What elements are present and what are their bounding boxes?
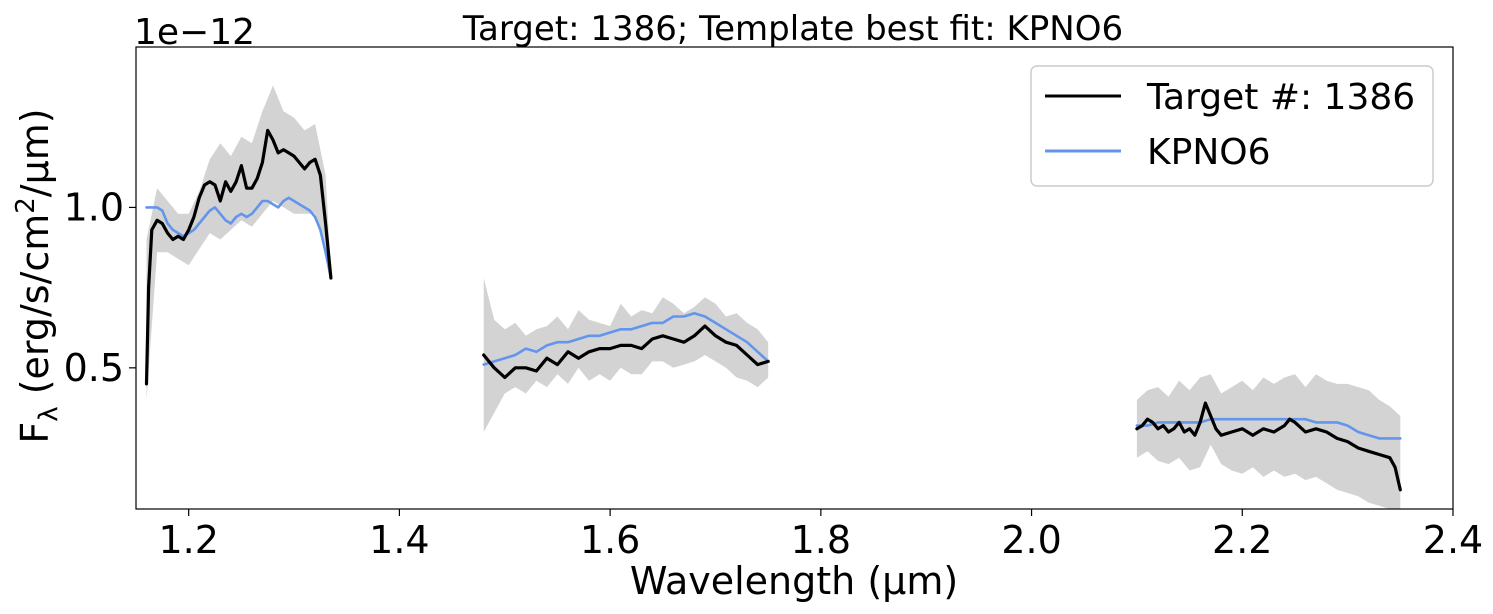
y-axis-label-end: /μm) — [13, 108, 57, 197]
x-tick-label: 2.4 — [1423, 518, 1483, 562]
x-tick-label: 1.8 — [791, 518, 851, 562]
x-tick-label: 1.2 — [158, 518, 218, 562]
series-line-layer — [144, 128, 1402, 492]
template-line-segment-1 — [482, 311, 770, 366]
y-axis-label-rest: (erg/s/cm — [13, 214, 57, 407]
target-line-segment-1 — [482, 324, 770, 380]
plot-frame — [135, 46, 1454, 510]
template-line-segment-0 — [145, 196, 333, 280]
legend-box — [1030, 65, 1434, 187]
x-tick-label: 2.0 — [1001, 518, 1061, 562]
target-line-segment-2 — [1135, 401, 1402, 492]
tick-layer: 1.2 1.4 1.6 1.8 2.0 2.2 2.4 0.5 1.0 — [64, 185, 1484, 562]
y-tick-label: 1.0 — [64, 185, 124, 229]
chart-title: Target: 1386; Template best fit: KPNO6 — [462, 9, 1123, 49]
y-tick-label: 0.5 — [64, 346, 124, 390]
y-axis-label-main: F — [13, 422, 57, 444]
uncertainty-band-segment-0 — [146, 85, 331, 400]
uncertainty-band-segment-2 — [1136, 374, 1401, 509]
uncertainty-band-segment-1 — [483, 278, 769, 432]
y-axis-label-sub: λ — [34, 406, 64, 421]
x-tick-label: 1.6 — [580, 518, 640, 562]
x-tick-label: 2.2 — [1212, 518, 1272, 562]
x-axis-label: Wavelength (μm) — [630, 559, 958, 603]
legend-label-target: Target #: 1386 — [1146, 77, 1415, 118]
legend-label-template: KPNO6 — [1147, 132, 1271, 173]
x-tick-label: 1.4 — [369, 518, 429, 562]
y-offset-text: 1e−12 — [134, 12, 255, 53]
y-axis-label-sup: 2 — [11, 197, 41, 214]
target-line-segment-0 — [144, 128, 333, 386]
y-axis-label: Fλ (erg/s/cm2/μm) — [11, 108, 64, 443]
legend: Target #: 1386 KPNO6 — [1030, 65, 1434, 187]
